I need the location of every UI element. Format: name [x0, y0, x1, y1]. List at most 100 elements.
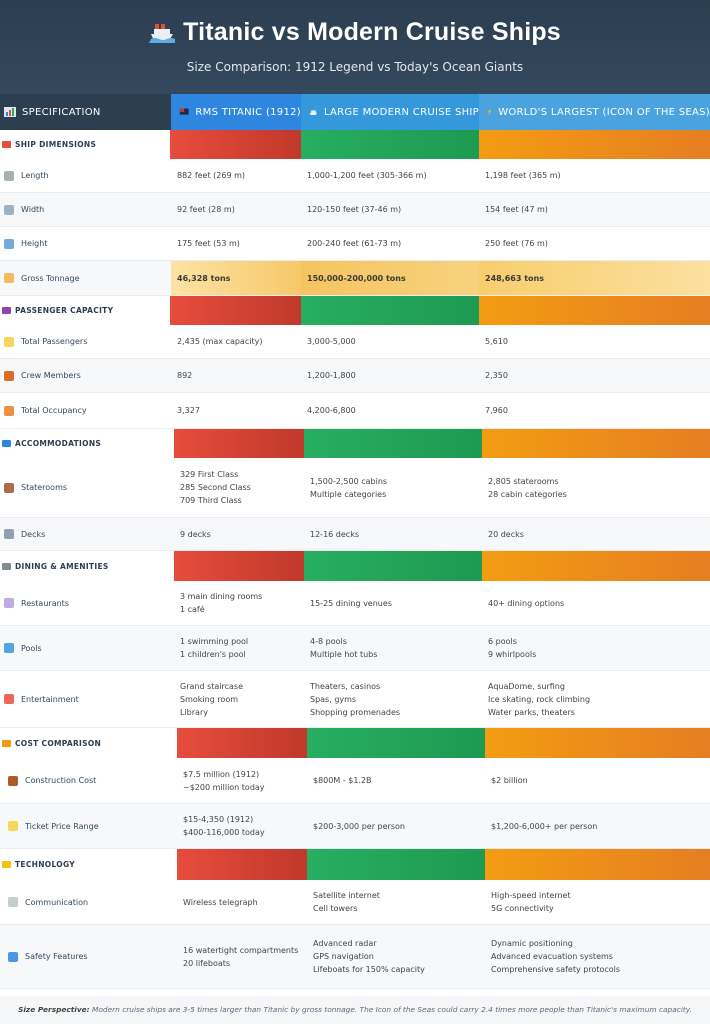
largest-color-band	[479, 296, 710, 325]
row-label: Length	[0, 159, 171, 192]
modern-value: 4-8 pools Multiple hot tubs	[310, 637, 378, 659]
modern-value: 4,200-6,800	[307, 406, 356, 415]
titanic-value: $7.5 million (1912) ~$200 million today	[183, 769, 265, 792]
modern-color-band	[301, 130, 479, 159]
page-title: Titanic vs Modern Cruise Ships	[0, 18, 710, 47]
title-text: Titanic vs Modern Cruise Ships	[183, 18, 561, 46]
ticket-icon	[8, 821, 18, 831]
titanic-value: 892	[177, 371, 193, 380]
modern-value: 15-25 dining venues	[310, 598, 392, 608]
section-label: ACCOMMODATIONS	[0, 429, 171, 458]
table-row: Construction Cost $7.5 million (1912) ~$20…	[0, 758, 710, 804]
largest-value: 248,663 tons	[479, 261, 710, 295]
titanic-value: 16 watertight compartments 20 lifeboats	[183, 945, 299, 968]
house-icon	[4, 405, 14, 416]
largest-value: 2,805 staterooms 28 cabin categories	[488, 476, 567, 499]
titanic-value: 3 main dining rooms 1 café	[180, 592, 263, 614]
table-row: Ticket Price Range $15-4,350 (1912) $400-1…	[0, 804, 710, 849]
largest-value: 154 feet (47 m)	[485, 205, 548, 214]
modern-value: $200-3,000 per person	[313, 821, 405, 831]
page-subtitle: Size Comparison: 1912 Legend vs Today's …	[186, 60, 524, 74]
table-row: Crew Members 892 1,200-1,800 2,350	[0, 359, 710, 393]
row-label: Staterooms	[0, 458, 171, 517]
table-row: Width 92 feet (28 m) 120-150 feet (37-46 m…	[0, 193, 710, 227]
section-cost-comparison: COST COMPARISON	[0, 728, 710, 758]
titanic-color-band	[170, 296, 301, 325]
titanic-value: 3,327	[177, 406, 200, 415]
row-label: Height	[0, 227, 171, 260]
section-label: PASSENGER CAPACITY	[0, 296, 171, 325]
titanic-value: 46,328 tons	[171, 261, 301, 295]
modern-value: 120-150 feet (37-46 m)	[307, 205, 402, 214]
crew-icon	[4, 370, 14, 381]
column-header-specification: SPECIFICATION	[0, 94, 171, 130]
row-label: Entertainment	[0, 671, 171, 727]
row-label: Gross Tonnage	[0, 261, 171, 295]
note-text: Modern cruise ships are 3-5 times larger…	[92, 1005, 692, 1014]
table-row: Pools 1 swimming pool 1 children's pool 4-8…	[0, 626, 710, 671]
table-row: Gross Tonnage 46,328 tons 150,000-200,000 …	[0, 261, 710, 296]
modern-value: $800M - $1.2B	[313, 776, 372, 785]
row-label: Construction Cost	[0, 758, 171, 803]
section-label: TECHNOLOGY	[0, 849, 171, 880]
triangle-ruler-icon	[4, 204, 14, 215]
column-header-largest: WORLD'S LARGEST (ICON OF THE SEAS)	[479, 94, 710, 130]
antenna-icon	[8, 897, 18, 907]
row-label: Decks	[0, 518, 171, 550]
titanic-value: 9 decks	[180, 529, 211, 539]
comparison-table: SHIP DIMENSIONS Length 882 feet (269 m) 1,0…	[0, 130, 710, 989]
section-label: SHIP DIMENSIONS	[0, 130, 171, 159]
row-label: Pools	[0, 626, 171, 670]
titanic-color-band	[177, 728, 307, 758]
section-accommodations: ACCOMMODATIONS	[0, 429, 710, 458]
titanic-value: 882 feet (269 m)	[177, 171, 245, 180]
largest-color-band	[482, 551, 710, 581]
hammer-icon	[8, 775, 18, 786]
titanic-value: $15-4,350 (1912) $400-116,000 today	[183, 815, 265, 837]
largest-color-band	[479, 130, 710, 159]
largest-value: 40+ dining options	[488, 598, 565, 608]
table-row: Total Passengers 2,435 (max capacity) 3,00…	[0, 325, 710, 359]
table-row: Restaurants 3 main dining rooms 1 café 15-2…	[0, 581, 710, 626]
ship-icon	[149, 24, 176, 43]
row-label: Total Passengers	[0, 325, 171, 358]
section-technology: TECHNOLOGY	[0, 849, 710, 880]
table-row: Entertainment Grand staircase Smoking room…	[0, 671, 710, 728]
column-header-modern: LARGE MODERN CRUISE SHIP	[301, 94, 479, 130]
row-label: Communication	[0, 880, 171, 924]
ticket-icon	[4, 336, 14, 347]
row-label: Width	[0, 193, 171, 226]
titanic-color-band	[177, 849, 307, 880]
scale-icon	[4, 273, 14, 283]
titanic-value: Grand staircase Smoking room Library	[180, 681, 244, 717]
titanic-value: 175 feet (53 m)	[177, 239, 240, 248]
page-header: Titanic vs Modern Cruise Ships Size Comp…	[0, 0, 710, 94]
modern-value: 12-16 decks	[310, 529, 359, 539]
table-header: SPECIFICATION RMS TITANIC (1912) LARGE M…	[0, 94, 710, 130]
bar-chart-icon	[4, 238, 14, 249]
titanic-value: 92 feet (28 m)	[177, 205, 235, 214]
building-icon	[4, 529, 14, 539]
row-label: Ticket Price Range	[0, 804, 171, 848]
bolt-icon	[2, 861, 11, 868]
largest-value: 250 feet (76 m)	[485, 239, 548, 248]
largest-value: 1,198 feet (365 m)	[485, 171, 561, 180]
table-row: Communication Wireless telegraph Satellite…	[0, 880, 710, 925]
largest-value: Dynamic positioning Advanced evacuation s…	[491, 939, 621, 974]
money-icon	[2, 739, 11, 747]
ruler-icon	[4, 170, 14, 181]
largest-value: 6 pools 9 whirlpools	[488, 637, 537, 659]
largest-value: 5,610	[485, 337, 508, 346]
modern-value: Satellite internet Cell towers	[313, 891, 380, 913]
modern-value: 150,000-200,000 tons	[301, 261, 479, 295]
titanic-value: 1 swimming pool 1 children's pool	[180, 637, 249, 659]
table-row: Length 882 feet (269 m) 1,000-1,200 feet (…	[0, 159, 710, 193]
largest-color-band	[485, 849, 710, 880]
modern-value: 1,200-1,800	[307, 371, 356, 380]
row-label: Safety Features	[0, 925, 171, 988]
people-icon	[2, 307, 11, 314]
column-header-titanic: RMS TITANIC (1912)	[171, 94, 301, 130]
largest-value: $1,200-6,000+ per person	[491, 821, 598, 831]
modern-value: Theaters, casinos Spas, gyms Shopping prom…	[310, 681, 401, 717]
modern-color-band	[307, 849, 485, 880]
